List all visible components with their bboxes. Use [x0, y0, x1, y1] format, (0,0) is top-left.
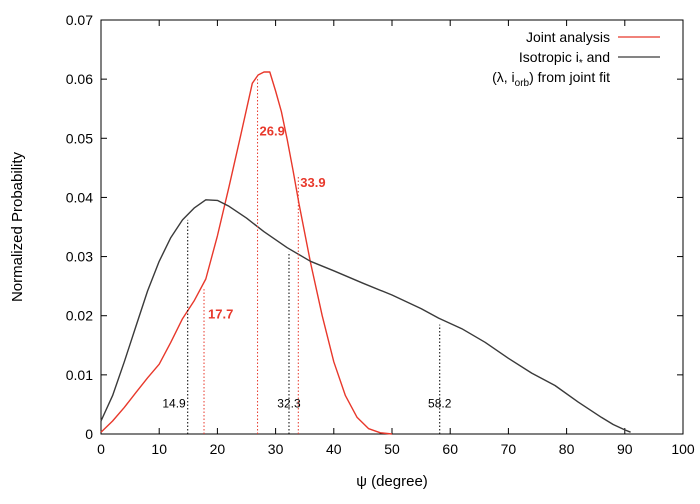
y-tick-label: 0	[85, 426, 93, 442]
y-axis-label: Normalized Probability	[9, 151, 26, 302]
y-tick-label: 0.07	[66, 12, 93, 28]
legend-entry-isotropic-line1: Isotropic i* and	[519, 49, 610, 69]
marker-layer: 14.9 32.3 58.2 17.7 26.9 33.9	[162, 79, 452, 434]
x-tick-label: 20	[210, 441, 226, 457]
x-tick-label: 90	[617, 441, 633, 457]
y-tick-label: 0.06	[66, 71, 93, 87]
y-tick-label: 0.04	[66, 189, 93, 205]
series-joint-analysis-line	[100, 71, 393, 435]
x-tick-label: 60	[442, 441, 458, 457]
marker-label-32.3: 32.3	[277, 396, 301, 410]
y-tick-label: 0.05	[66, 130, 93, 146]
marker-label-33.9: 33.9	[300, 175, 325, 190]
legend: Joint analysis Isotropic i* and (λ, iorb…	[492, 29, 660, 89]
legend-entry-isotropic-line2: (λ, iorb) from joint fit	[492, 69, 610, 89]
x-tick-label: 100	[671, 441, 695, 457]
marker-label-58.2: 58.2	[428, 396, 452, 410]
y-tick-label: 0.02	[66, 308, 93, 324]
series-isotropic-line	[100, 199, 631, 433]
x-tick-label: 70	[501, 441, 517, 457]
y-tick-label: 0.01	[66, 367, 93, 383]
legend-entry-joint: Joint analysis	[526, 29, 610, 45]
x-tick-label: 40	[326, 441, 342, 457]
x-axis-label: ψ (degree)	[356, 473, 428, 490]
x-tick-label: 50	[384, 441, 400, 457]
y-tick-label: 0.03	[66, 249, 93, 265]
x-tick-label: 0	[97, 441, 105, 457]
series-layer	[100, 71, 631, 435]
x-tick-label: 10	[151, 441, 167, 457]
x-tick-label: 30	[268, 441, 284, 457]
marker-label-14.9: 14.9	[162, 396, 186, 410]
axis-ticks: 0 10 20 30 40 50 60 70 80 90 100 0 0.01 0.02 0.03 0.04 0…	[66, 12, 695, 457]
marker-label-17.7: 17.7	[208, 307, 233, 322]
x-tick-label: 80	[559, 441, 575, 457]
marker-label-26.9: 26.9	[260, 123, 285, 138]
